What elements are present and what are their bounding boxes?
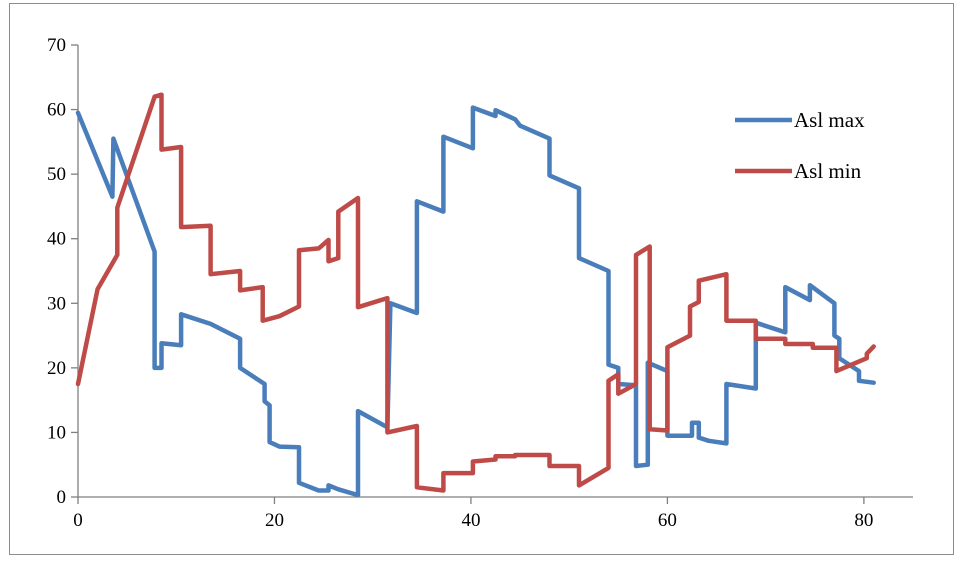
y-tick-label: 70 <box>47 35 66 56</box>
y-tick-label: 30 <box>47 293 66 314</box>
y-tick-label: 20 <box>47 358 66 379</box>
y-tick-label: 40 <box>47 229 66 250</box>
y-tick-label: 0 <box>57 487 67 508</box>
x-tick-label: 80 <box>854 510 873 531</box>
x-tick-label: 20 <box>265 510 284 531</box>
series-line-1 <box>75 105 876 498</box>
y-axis-ticks: 0 10 20 30 40 50 60 70 <box>47 35 78 508</box>
y-tick-label: 10 <box>47 422 66 443</box>
x-tick-label: 60 <box>658 510 677 531</box>
x-tick-label: 40 <box>461 510 480 531</box>
series-group <box>75 92 876 498</box>
series-line-2 <box>75 92 876 493</box>
x-tick-label: 0 <box>73 510 83 531</box>
x-axis-ticks: 0 20 40 60 80 <box>73 497 873 531</box>
legend-label-2: Asl min <box>794 159 862 183</box>
y-tick-label: 50 <box>47 164 66 185</box>
y-tick-label: 60 <box>47 100 66 121</box>
legend: Asl max Asl min <box>735 108 865 183</box>
chart-frame <box>9 3 954 555</box>
legend-label-1: Asl max <box>794 108 865 132</box>
